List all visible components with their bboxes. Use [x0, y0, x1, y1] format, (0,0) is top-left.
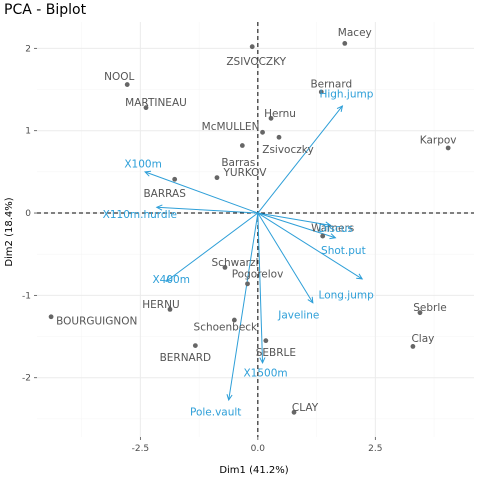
variable-label: Pole.vault: [190, 406, 241, 418]
individual-point: [291, 409, 297, 415]
x-tick-label: 0.0: [251, 444, 266, 454]
individual-label: Sebrle: [413, 302, 446, 314]
individual-point: [48, 314, 54, 320]
variable-label: X1500m: [243, 367, 287, 379]
variable-arrow: [257, 212, 314, 304]
variable-arrowhead: [324, 221, 332, 228]
variable-arrowhead: [356, 273, 364, 280]
individual-label: Macey: [338, 27, 372, 39]
individual-point: [268, 115, 274, 121]
y-tick-label: 1: [25, 127, 31, 137]
variable-arrow: [257, 212, 331, 226]
individual-label: Warners: [311, 223, 354, 235]
variable-label: X400m: [152, 274, 189, 286]
variable-arrow: [165, 212, 259, 282]
variable-arrow: [144, 171, 259, 214]
individual-point: [276, 134, 282, 140]
variable-label: Javeline: [277, 309, 319, 321]
variable-arrow: [257, 212, 336, 239]
individual-label: Barras: [221, 157, 255, 169]
individual-label: Zsivoczky: [262, 144, 313, 156]
y-tick-label: 0: [25, 209, 31, 219]
individual-label: SEBRLE: [256, 347, 296, 359]
variable-arrow: [257, 213, 264, 363]
individual-label: Schoenbeck: [194, 322, 259, 334]
x-tick-label: 2.5: [368, 444, 382, 454]
individual-point: [214, 175, 220, 181]
axes: -2.5 0.0 2.5 -2 -1 0 1 2: [22, 44, 382, 454]
variable-label: High.jump: [319, 88, 373, 100]
y-tick-label: 2: [25, 44, 31, 54]
variable-arrows: [143, 105, 364, 402]
variable-label: X110m.hurdle: [103, 209, 177, 221]
x-tick-label: -2.5: [132, 444, 150, 454]
individual-point: [245, 281, 250, 287]
individual-label: YURKOV: [222, 167, 267, 179]
individual-label: Karpov: [420, 134, 457, 146]
individual-point: [260, 129, 265, 135]
y-tick-label: -2: [22, 374, 31, 384]
individual-label: Schwarzl: [212, 257, 259, 269]
individual-label: ZSIVOCZKY: [226, 56, 286, 68]
individual-point: [231, 317, 237, 323]
variable-arrow: [257, 105, 343, 214]
grid-lines: [37, 22, 474, 437]
individual-label: Pogorelov: [232, 268, 284, 280]
individual-label: McMULLEN: [202, 121, 260, 133]
variable-arrowhead: [226, 394, 233, 402]
variable-label: Discus: [318, 223, 352, 235]
variable-arrowhead: [155, 204, 163, 211]
variable-arrowhead: [165, 275, 173, 283]
variable-arrow: [228, 212, 259, 401]
individual-label: NOOL: [104, 71, 134, 83]
individual-point: [342, 41, 348, 46]
individual-label: BOURGUIGNON: [56, 315, 137, 327]
variable-label: X100m: [124, 158, 161, 170]
variable-label: Shot.put: [321, 245, 366, 257]
y-axis-title: Dim2 (18.4%): [4, 197, 15, 266]
variable-arrow: [156, 206, 258, 214]
individual-point: [249, 44, 255, 50]
individual-label: CLAY: [292, 402, 319, 414]
individual-point: [143, 105, 149, 111]
individual-point: [320, 233, 326, 239]
individual-label: BERNARD: [160, 352, 212, 364]
variable-arrow: [257, 212, 363, 280]
individual-point: [222, 264, 228, 270]
variable-arrowhead: [259, 357, 266, 365]
individual-point: [172, 176, 178, 182]
chart-title: PCA - Biplot: [4, 2, 87, 18]
variable-arrowhead: [336, 105, 344, 112]
individual-label: Bernard: [310, 78, 352, 90]
individual-point: [445, 145, 451, 151]
x-axis-title: Dim1 (41.2%): [219, 465, 288, 476]
individual-point: [410, 344, 416, 349]
labels: Macey ZSIVOCZKY NOOL Bernard MARTINEAU Hernu M…: [56, 27, 456, 419]
variable-label: Long.jump: [319, 289, 375, 301]
individual-point: [192, 343, 198, 349]
individual-label: Clay: [411, 333, 434, 345]
individual-points: [48, 41, 451, 415]
individual-label: HERNU: [142, 299, 179, 311]
individual-point: [263, 338, 269, 344]
individual-point: [124, 82, 130, 87]
individual-label: MARTINEAU: [125, 97, 187, 109]
variable-arrowhead: [329, 233, 337, 240]
individual-label: BARRAS: [143, 188, 186, 200]
y-tick-label: -1: [22, 291, 31, 301]
individual-point: [167, 306, 173, 312]
individual-point: [417, 310, 423, 316]
variable-arrowhead: [307, 296, 314, 304]
variable-arrowhead: [143, 170, 152, 177]
individual-label: Hernu: [264, 108, 296, 120]
individual-point: [239, 143, 245, 148]
individual-point: [318, 89, 324, 95]
